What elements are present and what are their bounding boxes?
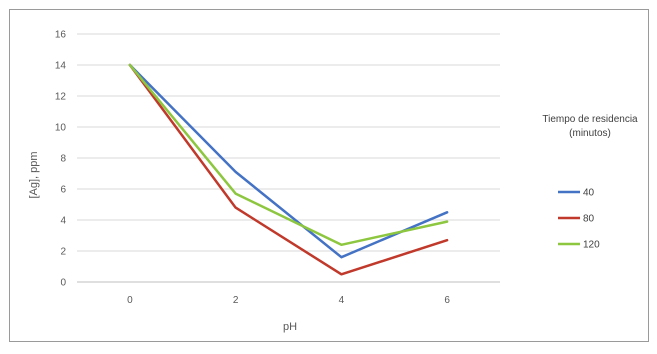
gridlines	[77, 33, 500, 283]
y-tick-label: 6	[60, 185, 66, 196]
series-line-80	[128, 63, 449, 276]
y-tick-label: 8	[60, 154, 66, 165]
y-tick-label: 10	[55, 123, 67, 134]
legend-items: 40 80 120	[558, 188, 600, 251]
y-tick-label: 12	[55, 92, 67, 103]
legend-label-80: 80	[583, 214, 595, 225]
legend-label-40: 40	[583, 188, 595, 199]
legend-title-line-1: Tiempo de residencia	[542, 114, 638, 125]
series-line-120	[128, 63, 449, 247]
y-tick-label: 2	[60, 247, 66, 258]
x-tick-label: 4	[339, 295, 345, 306]
y-axis-title: [Ag], ppm	[28, 151, 40, 198]
y-axis-ticks: 0 2 4 6 8 10 12 14 16	[55, 30, 67, 289]
y-tick-label: 0	[60, 278, 66, 289]
x-tick-label: 6	[444, 295, 450, 306]
y-tick-label: 4	[60, 216, 66, 227]
x-tick-label: 0	[127, 295, 133, 306]
legend-title-line-2: (minutos)	[569, 128, 611, 139]
legend: Tiempo de residencia (minutos) 40 80 120	[542, 114, 638, 251]
y-tick-label: 14	[55, 61, 67, 72]
x-tick-label: 2	[233, 295, 239, 306]
series-lines	[128, 63, 449, 276]
x-axis-ticks: 0 2 4 6	[127, 295, 450, 306]
y-tick-label: 16	[55, 30, 67, 41]
series-line-40	[128, 63, 449, 259]
legend-label-120: 120	[583, 240, 600, 251]
x-axis-title: pH	[283, 321, 297, 333]
